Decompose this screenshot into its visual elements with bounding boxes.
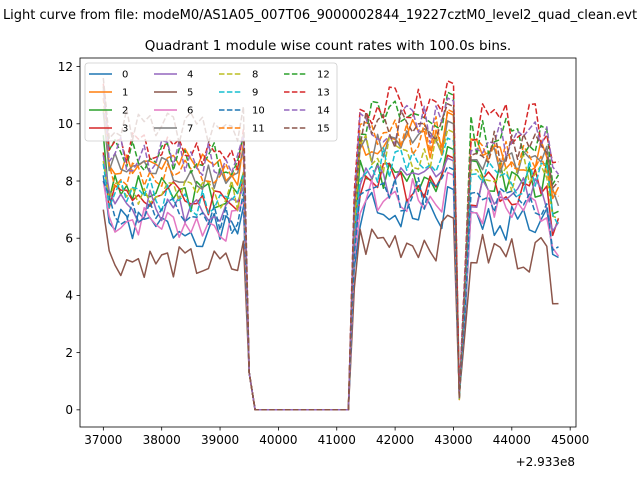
legend-label-8: 8 [252,70,258,81]
y-tick-label: 0 [65,403,73,417]
legend-label-15: 15 [317,124,330,135]
x-tick-label: 38000 [143,433,181,447]
y-tick-label: 10 [58,117,73,131]
legend-label-2: 2 [122,106,128,117]
legend-label-3: 3 [122,124,128,135]
x-tick-label: 40000 [259,433,297,447]
y-tick-label: 2 [65,346,73,360]
legend-label-7: 7 [187,124,193,135]
series-line-15 [102,77,560,411]
chart-title: Quadrant 1 module wise count rates with … [145,38,511,54]
series-line-12 [102,86,560,411]
y-tick-label: 8 [65,174,73,188]
x-axis-offset-label: +2.933e8 [516,455,575,469]
series-line-14 [102,89,560,411]
x-tick-label: 42000 [376,433,414,447]
legend-label-1: 1 [122,88,128,99]
legend-box [84,62,338,142]
y-tick-label: 6 [65,232,73,246]
series-line-13 [102,80,559,411]
plot-area [79,57,577,428]
legend-label-14: 14 [317,106,330,117]
x-tick-label: 37000 [84,433,122,447]
legend-label-12: 12 [317,70,330,81]
x-tick-label: 45000 [551,433,589,447]
legend-label-5: 5 [187,88,193,99]
legend-label-11: 11 [252,124,265,135]
y-axis-ticks: 0 2 4 6 8 10 12 [58,60,80,417]
legend-label-10: 10 [252,106,265,117]
x-axis-ticks: 37000 38000 39000 40000 41000 42000 43000 44000… [84,427,589,447]
legend-label-9: 9 [252,88,258,99]
axes-frame [79,57,577,428]
series-group [102,77,560,411]
x-tick-label: 41000 [318,433,356,447]
chart-suptitle: Light curve from file: modeM0/AS1A05_007… [3,8,637,23]
x-tick-label: 44000 [493,433,531,447]
x-tick-label: 43000 [434,433,472,447]
legend-label-13: 13 [317,88,330,99]
y-tick-label: 4 [65,289,73,303]
legend-label-0: 0 [122,70,128,81]
x-tick-label: 39000 [201,433,239,447]
series-line-9 [102,137,560,411]
legend-label-4: 4 [187,70,193,81]
y-tick-label: 12 [58,60,73,74]
legend-label-6: 6 [187,106,193,117]
